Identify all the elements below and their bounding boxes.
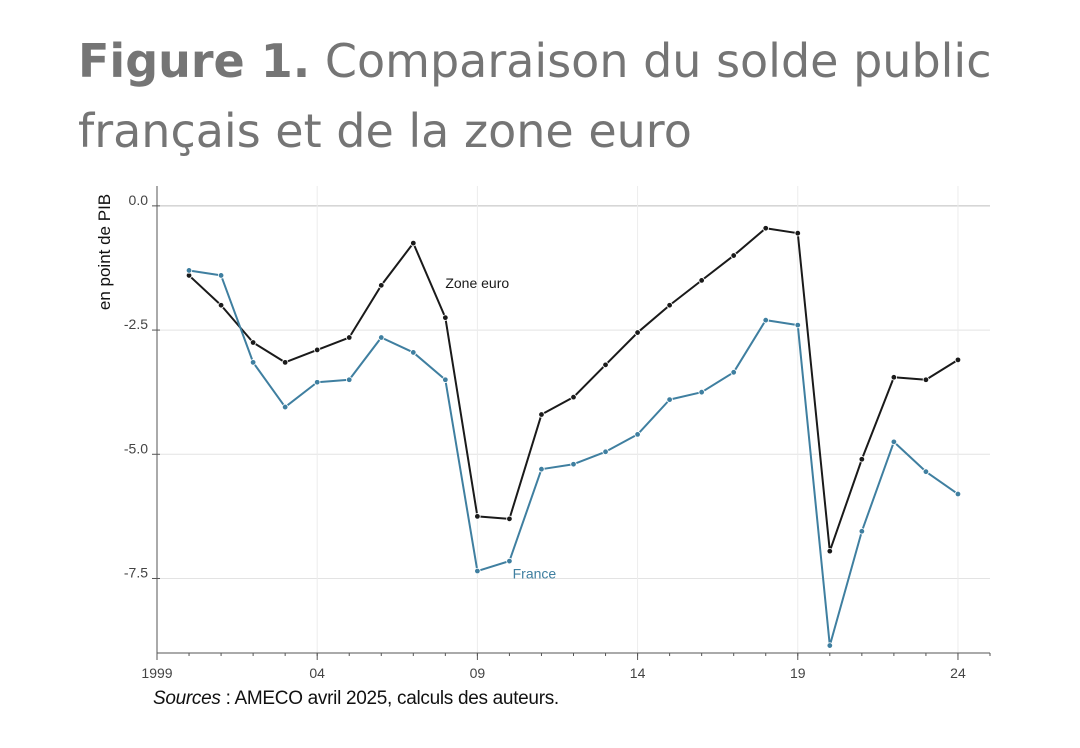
data-point [666, 396, 673, 403]
data-point [922, 468, 930, 475]
data-point [666, 302, 673, 309]
data-point [281, 359, 289, 366]
data-point [730, 369, 737, 376]
data-point [185, 267, 193, 274]
data-point [313, 346, 321, 354]
data-point [410, 349, 417, 356]
chart-title: Figure 1. Comparaison du solde public fr… [78, 26, 1058, 166]
data-point [922, 376, 930, 383]
series-label: France [513, 566, 557, 582]
data-point [506, 557, 513, 565]
figure-label: Figure 1. [78, 34, 311, 88]
grid [156, 186, 990, 653]
series-line-zone-euro [188, 227, 959, 553]
data-point [698, 277, 705, 284]
source-note: Sources : AMECO avril 2025, calculs des … [153, 688, 559, 710]
data-point [794, 321, 801, 329]
data-point [538, 465, 545, 473]
series-line-france [188, 269, 959, 647]
data-point [762, 225, 769, 232]
data-point [217, 272, 225, 279]
data-point [313, 379, 321, 386]
y-tick-label: 0.0 [129, 192, 149, 208]
data-point [378, 282, 385, 289]
data-point [634, 431, 641, 438]
axes: 0.0 -2.5 -5.0 -7.5 1999 04 09 14 19 24 [124, 186, 991, 681]
data-point [506, 515, 513, 523]
series-labels: Zone euro France [445, 275, 556, 582]
series-label: Zone euro [445, 275, 509, 291]
data-point [570, 461, 577, 468]
data-point [954, 490, 962, 498]
y-tick-label: -2.5 [124, 316, 148, 332]
y-axis-label: en point de PIB [95, 194, 114, 310]
data-point [217, 302, 225, 309]
data-point [249, 359, 257, 366]
data-point [826, 547, 834, 555]
data-point [474, 513, 481, 520]
x-tick-label: 1999 [141, 665, 172, 681]
data-point [634, 329, 641, 336]
data-point [442, 314, 449, 321]
data-point [378, 334, 385, 341]
data-point [890, 374, 898, 381]
data-point [410, 239, 417, 247]
x-tick-label: 14 [630, 665, 646, 681]
y-tick-label: -5.0 [124, 440, 148, 456]
data-point [730, 252, 737, 259]
data-point [602, 448, 609, 455]
data-point [570, 393, 577, 401]
data-point [858, 456, 866, 463]
data-point [890, 438, 898, 446]
data-point [538, 411, 545, 418]
data-point [858, 528, 866, 535]
series-lines [185, 225, 962, 649]
data-point [954, 356, 962, 364]
data-point [762, 316, 769, 324]
data-point [346, 376, 353, 383]
data-point [249, 339, 257, 346]
data-point [826, 642, 834, 649]
x-tick-label: 24 [950, 665, 966, 681]
data-point [602, 361, 609, 369]
data-point [281, 403, 289, 411]
data-point [474, 567, 481, 575]
data-point [442, 376, 449, 383]
x-tick-label: 19 [790, 665, 806, 681]
y-tick-label: -7.5 [124, 564, 148, 580]
figure-title: Comparaison du solde public français et … [78, 34, 992, 158]
x-tick-label: 09 [470, 665, 486, 681]
data-point [794, 229, 801, 237]
data-point [698, 388, 705, 396]
source-label: Sources [153, 688, 221, 709]
data-point [346, 334, 353, 341]
source-text: : AMECO avril 2025, calculs des auteurs. [220, 688, 560, 709]
x-tick-label: 04 [309, 665, 325, 681]
